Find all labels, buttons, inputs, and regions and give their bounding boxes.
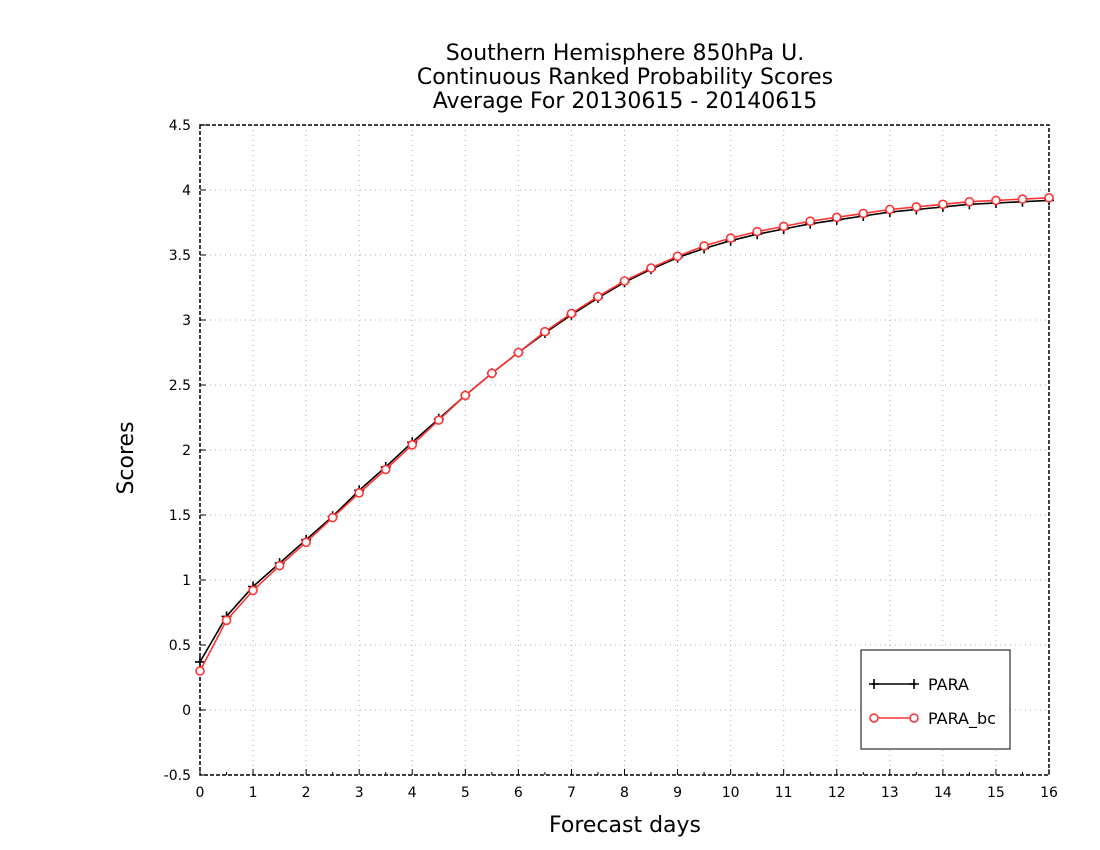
data-point [858, 208, 869, 219]
x-tick-label: 12 [828, 785, 846, 801]
grid-lines [200, 125, 1049, 775]
data-point [752, 226, 762, 237]
data-point [725, 233, 736, 243]
y-tick-label: 1 [182, 573, 191, 589]
x-tick-label: 6 [514, 785, 523, 801]
y-tick-label: 0 [182, 703, 191, 719]
x-tick-label: 2 [302, 785, 311, 801]
data-point [646, 263, 656, 273]
data-point [195, 656, 205, 667]
x-tick-label: 1 [249, 785, 258, 801]
chart-title-line-1: Southern Hemisphere 850hPa U. [446, 41, 804, 66]
x-tick-label: 0 [196, 785, 205, 801]
x-tick-label: 5 [461, 785, 470, 801]
data-point [593, 291, 603, 302]
data-point [831, 212, 842, 223]
data-point [991, 195, 1001, 206]
y-tick-label: 0.5 [169, 638, 191, 654]
legend-item: PARA [869, 675, 969, 694]
data-point [513, 347, 524, 358]
legend-marker [909, 713, 919, 723]
chart-title-line-2: Continuous Ranked Probability Scores [417, 65, 833, 90]
y-tick-label: 3 [182, 313, 191, 329]
data-point [380, 464, 391, 475]
x-tick-label: 13 [881, 785, 899, 801]
data-point [619, 276, 630, 286]
data-point [433, 415, 444, 425]
data-point [221, 615, 232, 626]
y-tick-label: 4.5 [169, 118, 191, 134]
data-point [327, 512, 338, 523]
data-point [672, 251, 683, 262]
x-tick-label: 10 [722, 785, 740, 801]
x-tick-label: 16 [1040, 785, 1058, 801]
y-tick-label: 2 [182, 443, 191, 459]
x-axis-title: Forecast days [549, 813, 701, 838]
data-point [195, 666, 205, 676]
y-axis-ticks: -0.5 0 0.5 1 1.5 2 2.5 3 3.5 4 4.5 [164, 118, 206, 784]
data-point [301, 537, 311, 548]
x-tick-label: 7 [567, 785, 576, 801]
data-point [540, 326, 550, 337]
y-tick-label: -0.5 [164, 768, 191, 784]
data-point [407, 439, 418, 450]
y-tick-label: 4 [182, 183, 191, 199]
legend-marker [909, 679, 919, 689]
data-point [885, 204, 895, 215]
legend-marker [869, 713, 879, 723]
legend: PARA PARA_bc [860, 649, 1011, 750]
x-tick-label: 4 [408, 785, 417, 801]
x-tick-label: 11 [775, 785, 793, 801]
legend-label: PARA [928, 675, 969, 694]
series-para-bc [195, 193, 1054, 676]
data-point [1017, 194, 1028, 204]
data-point [699, 241, 709, 251]
y-tick-label: 3.5 [169, 248, 191, 264]
series-para [195, 195, 1054, 667]
data-point [911, 202, 922, 212]
data-point [938, 199, 948, 210]
data-point [805, 216, 816, 226]
x-tick-label: 14 [934, 785, 952, 801]
legend-item: PARA_bc [869, 709, 996, 729]
legend-box [860, 649, 1011, 750]
x-tick-label: 8 [620, 785, 629, 801]
series-line [199, 199, 1050, 663]
legend-label: PARA_bc [928, 709, 996, 729]
y-tick-label: 2.5 [169, 378, 191, 394]
legend-marker [869, 679, 879, 689]
data-point [778, 221, 789, 232]
data-point [274, 560, 285, 571]
y-tick-label: 1.5 [169, 508, 191, 524]
data-point [964, 196, 975, 207]
data-point [460, 390, 471, 401]
y-axis-title: Scores [114, 421, 139, 494]
data-point [354, 488, 364, 498]
series-layer [195, 193, 1054, 676]
x-axis-ticks: 0 1 2 3 4 5 6 7 8 9 10 11 12 13 14 15 16 [196, 769, 1058, 801]
x-tick-label: 3 [355, 785, 364, 801]
chart-title: Southern Hemisphere 850hPa U. Continuous… [417, 41, 833, 114]
chart-title-line-3: Average For 20130615 - 20140615 [433, 89, 818, 114]
x-tick-label: 9 [673, 785, 682, 801]
data-point [487, 368, 497, 379]
data-point [566, 308, 577, 319]
data-point [248, 585, 258, 596]
x-tick-label: 15 [987, 785, 1005, 801]
data-point [1044, 193, 1054, 203]
